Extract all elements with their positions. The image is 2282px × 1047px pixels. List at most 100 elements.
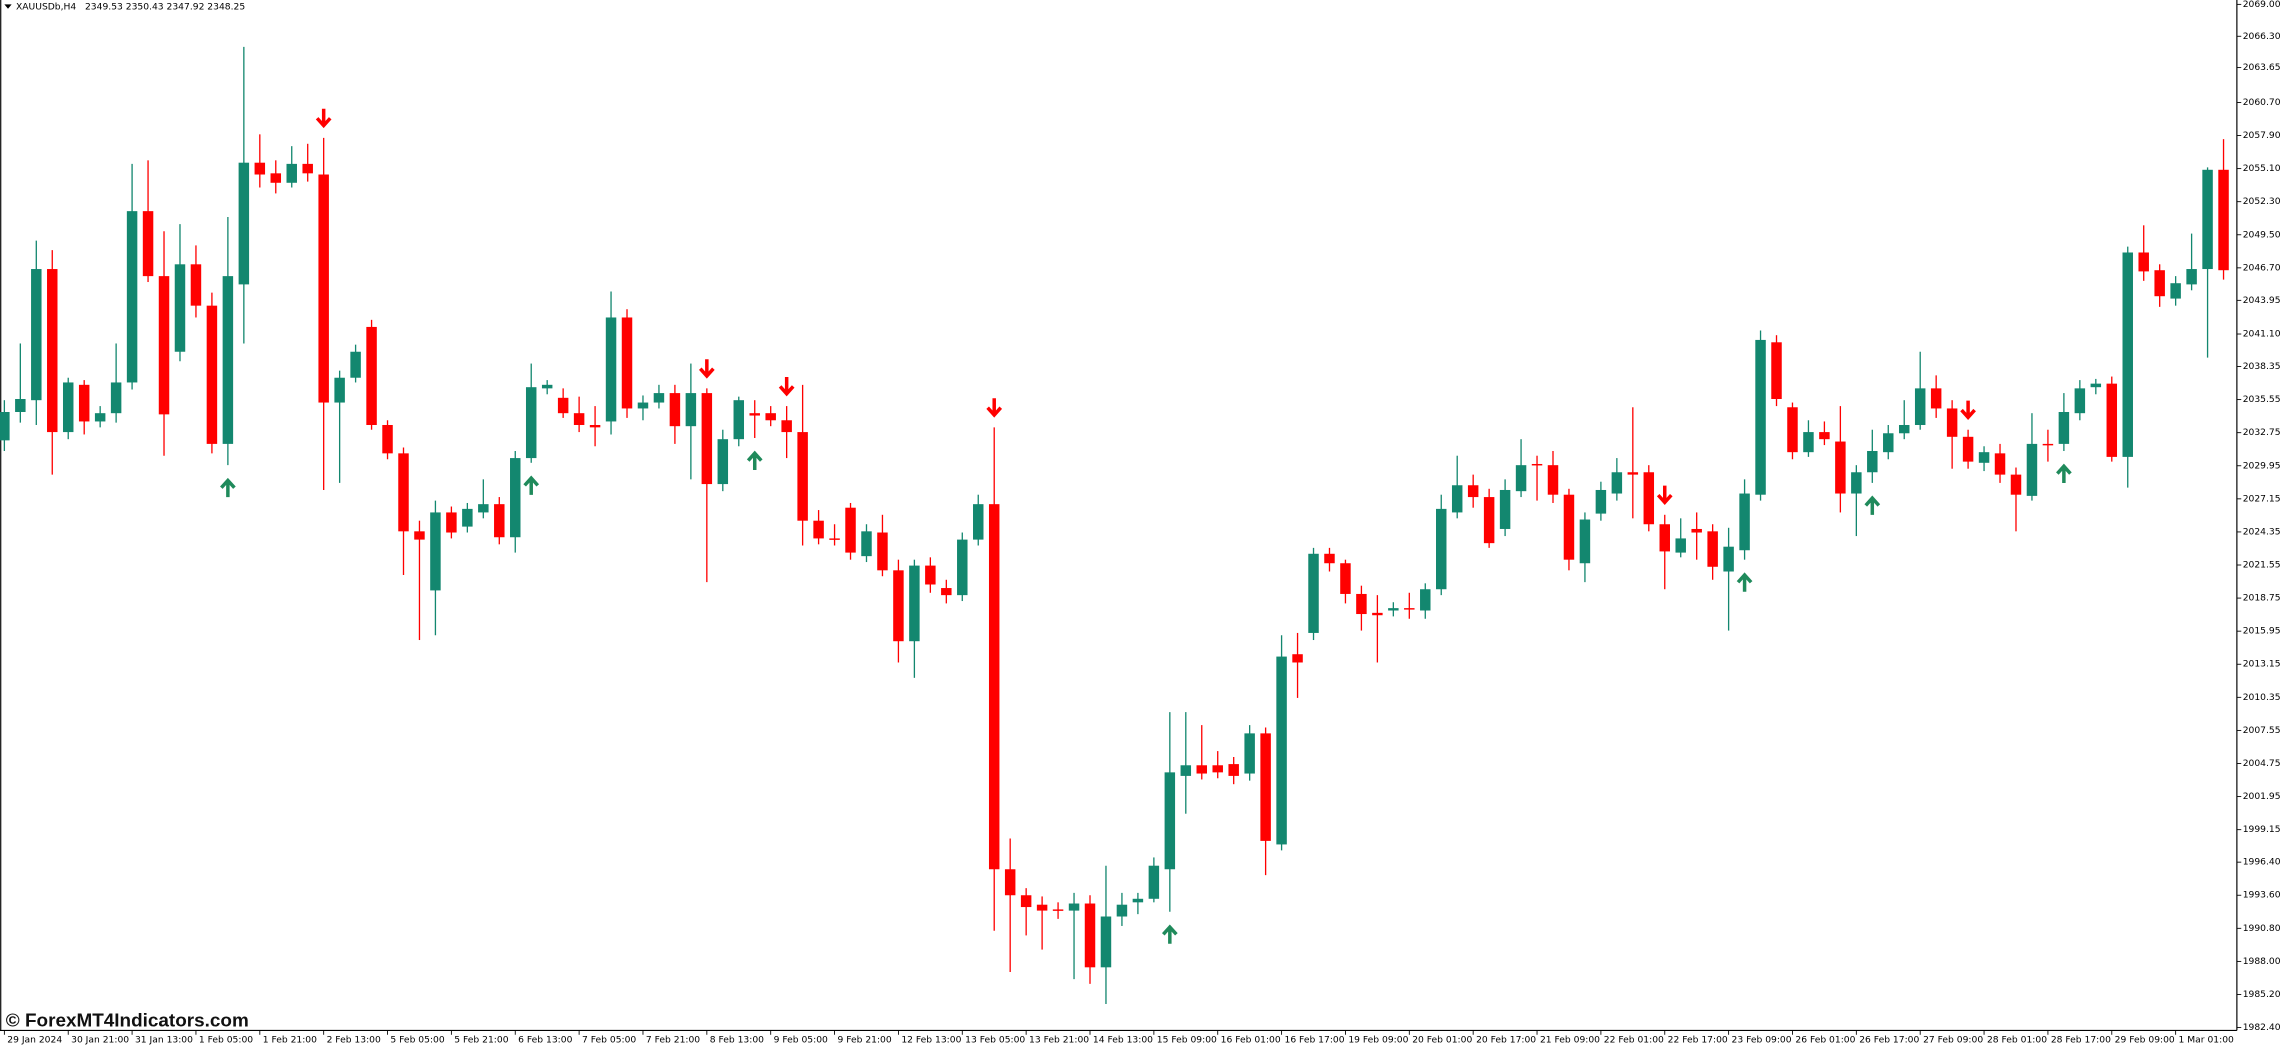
candle-body — [988, 504, 1000, 870]
buy-arrow — [523, 475, 540, 495]
candle-body — [0, 411, 10, 441]
candle-body — [446, 512, 457, 533]
candle-body — [2090, 383, 2102, 388]
candle-body — [1451, 485, 1463, 513]
candle-body — [78, 384, 90, 422]
quote: 2349.53 2350.43 2347.92 2348.25 — [85, 1, 245, 12]
candle-body — [765, 413, 776, 421]
candle-body — [1835, 441, 1846, 494]
sell-arrow — [1656, 485, 1673, 506]
candle-body — [1084, 903, 1096, 968]
candle-body — [398, 453, 409, 532]
candle-body — [1819, 432, 1830, 440]
candle-body — [286, 163, 297, 183]
x-tick-label: 28 Feb 17:00 — [2051, 1034, 2111, 1045]
y-tick-label: 2007.55 — [2243, 725, 2281, 736]
candle-body — [1308, 553, 1319, 633]
candle-body — [637, 402, 649, 409]
candle-body — [1707, 531, 1718, 567]
candle-body — [1100, 916, 1112, 968]
candle-body — [2186, 269, 2197, 285]
y-tick-label: 1985.20 — [2243, 989, 2281, 1000]
candle-body — [845, 507, 856, 553]
candle-body — [1020, 895, 1032, 908]
candle-body — [573, 413, 585, 425]
y-tick-label: 2041.10 — [2243, 329, 2281, 340]
x-tick-label: 1 Feb 21:00 — [263, 1034, 317, 1045]
y-tick-label: 2046.70 — [2243, 262, 2281, 273]
x-tick-label: 16 Feb 01:00 — [1221, 1034, 1281, 1045]
y-tick-label: 2043.95 — [2243, 295, 2281, 306]
candle-body — [94, 413, 106, 422]
x-tick-label: 27 Feb 09:00 — [1923, 1034, 1983, 1045]
y-tick-label: 2013.15 — [2243, 659, 2281, 670]
candle-body — [813, 520, 824, 539]
x-tick-label: 2 Feb 13:00 — [327, 1034, 381, 1045]
x-tick-label: 8 Feb 13:00 — [710, 1034, 764, 1045]
candle-body — [366, 326, 377, 425]
candle-body — [829, 538, 840, 540]
candle-body — [158, 276, 170, 415]
candle-body — [1276, 656, 1287, 845]
candle-body — [1036, 904, 1048, 911]
x-tick-label: 1 Feb 05:00 — [199, 1034, 253, 1045]
x-tick-label: 23 Feb 09:00 — [1732, 1034, 1792, 1045]
candle-body — [1914, 388, 1926, 425]
y-tick-label: 2018.75 — [2243, 593, 2281, 604]
y-tick-label: 2052.30 — [2243, 196, 2281, 207]
x-tick-label: 14 Feb 13:00 — [1093, 1034, 1153, 1045]
x-tick-label: 20 Feb 01:00 — [1412, 1034, 1472, 1045]
buy-arrow — [1864, 495, 1881, 515]
candle-body — [190, 264, 202, 306]
candle-body — [350, 351, 361, 378]
candle-body — [206, 305, 218, 444]
y-tick-label: 2021.55 — [2243, 560, 2281, 571]
y-tick-label: 1990.80 — [2243, 923, 2281, 934]
y-tick-label: 2057.90 — [2243, 130, 2281, 141]
header: XAUUSDb,H4 2349.53 2350.43 2347.92 2348.2… — [16, 1, 245, 12]
candle-body — [1356, 593, 1367, 615]
y-tick-label: 2032.75 — [2243, 427, 2281, 438]
candle-body — [1643, 472, 1655, 525]
y-tick-label: 1999.15 — [2243, 824, 2281, 835]
candle-body — [1994, 453, 2006, 475]
candle-body — [685, 393, 697, 427]
candle-body — [2154, 270, 2165, 297]
buy-arrow — [746, 450, 763, 471]
candle-body — [797, 432, 808, 521]
candle-body — [1004, 869, 1016, 896]
candle-body — [1962, 436, 1974, 462]
candle-body — [238, 162, 250, 285]
candle-body — [781, 420, 792, 433]
candle-body — [541, 384, 553, 389]
x-tick-label: 29 Feb 09:00 — [2115, 1034, 2175, 1045]
candle-body — [1579, 519, 1591, 564]
candle-body — [62, 382, 74, 433]
buy-arrow — [2056, 463, 2072, 484]
x-tick-label: 13 Feb 05:00 — [965, 1034, 1025, 1045]
candle-body — [2058, 411, 2070, 444]
candle-body — [1499, 489, 1511, 529]
candle-body — [2106, 383, 2118, 457]
candle-body — [1771, 342, 1782, 400]
candle-body — [653, 393, 665, 403]
candle-body — [1132, 898, 1144, 903]
x-tick-label: 22 Feb 01:00 — [1604, 1034, 1664, 1045]
candle-body — [430, 512, 441, 591]
x-tick-label: 31 Jan 13:00 — [135, 1034, 193, 1045]
candle-body — [1292, 654, 1303, 663]
x-tick-label: 7 Feb 05:00 — [582, 1034, 636, 1045]
candle-body — [334, 377, 345, 403]
candle-body — [1436, 508, 1447, 590]
sell-arrow — [1960, 400, 1976, 420]
x-tick-label: 26 Feb 01:00 — [1795, 1034, 1855, 1045]
buy-arrow — [1161, 924, 1178, 944]
candle-body — [2074, 388, 2086, 414]
x-tick-label: 26 Feb 17:00 — [1859, 1034, 1919, 1045]
candle-body — [126, 211, 138, 383]
x-tick-label: 13 Feb 21:00 — [1029, 1034, 1089, 1045]
candle-body — [1930, 388, 1942, 409]
x-tick-label: 30 Jan 21:00 — [71, 1034, 129, 1045]
candle-body — [1946, 408, 1958, 437]
